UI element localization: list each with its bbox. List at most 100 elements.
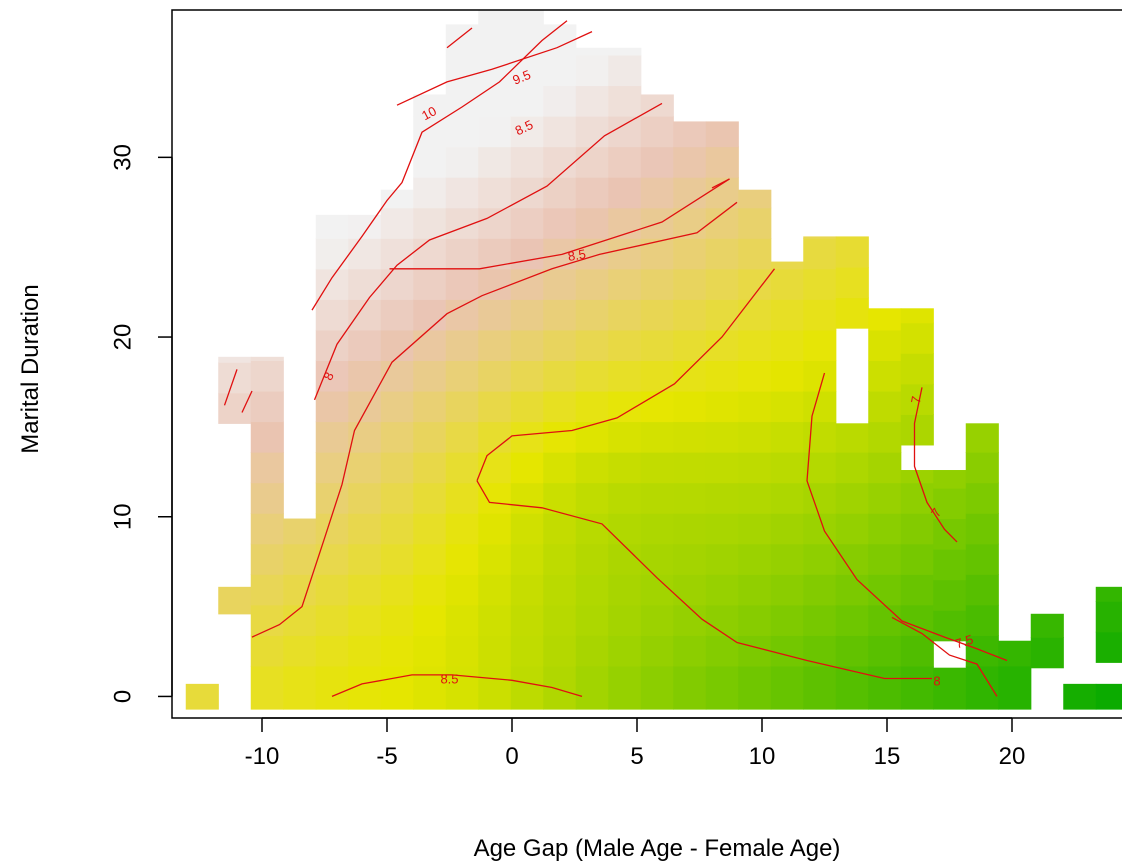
heatmap-cell [510,10,544,25]
x-tick-label: -10 [245,743,280,770]
heatmap-cell [608,513,642,545]
heatmap-cell [900,322,934,354]
heatmap-cell [705,238,739,270]
heatmap-cell [510,574,544,606]
heatmap-cell [478,207,512,239]
heatmap-cell [413,665,447,710]
heatmap-cell [445,85,479,117]
heatmap-cell [348,482,382,514]
heatmap-cell [315,238,349,270]
heatmap-cell [575,421,609,453]
heatmap-cell [1030,637,1064,669]
heatmap-cell [868,360,902,392]
heatmap-cell [380,189,414,209]
heatmap-cell [510,421,544,453]
heatmap-cell [640,574,674,606]
heatmap-cell [738,299,772,331]
heatmap-cell [705,268,739,300]
heatmap-cell [250,543,284,575]
heatmap-cell [900,414,934,446]
heatmap-cell [1030,613,1064,638]
heatmap-cell [900,482,934,514]
heatmap-cell [608,47,642,56]
heatmap-cell [510,452,544,484]
heatmap-cell [250,421,284,453]
heatmap-cell [543,604,577,636]
heatmap-cell [413,360,447,392]
heatmap-cell [445,482,479,514]
heatmap-cell [380,360,414,392]
heatmap-cell [673,146,707,178]
heatmap-cell [315,574,349,606]
heatmap-cell [705,121,739,148]
heatmap-cell [575,116,609,148]
heatmap-cell [348,238,382,270]
heatmap-cell [803,238,837,270]
heatmap-cell [738,360,772,392]
heatmap-cell [640,146,674,178]
heatmap-cell [608,635,642,667]
heatmap-cell [868,329,902,362]
heatmap-cell [315,299,349,331]
heatmap-cell [283,635,317,667]
heatmap-cell [868,482,902,514]
heatmap-cell [803,574,837,606]
heatmap-cell [608,268,642,300]
heatmap-cell [478,635,512,667]
heatmap-cell [315,482,349,514]
heatmap-cell [868,574,902,606]
heatmap-cell [478,116,512,148]
heatmap-cell [803,390,837,423]
heatmap-cell [640,452,674,484]
heatmap-cell [900,308,934,324]
heatmap-cell [835,297,869,329]
heatmap-cell [478,177,512,209]
heatmap-cell [315,604,349,636]
heatmap-cell [543,177,577,209]
heatmap-cell [510,299,544,331]
heatmap-cell [705,207,739,239]
heatmap-cell [575,177,609,209]
heatmap-cell [380,665,414,710]
heatmap-cell [478,390,512,423]
heatmap-cell [283,543,317,575]
heatmap-cell [445,24,479,56]
contour-lines [223,20,1008,698]
heatmap-cell [608,452,642,484]
heatmap-cell [348,604,382,636]
heatmap-cell [673,635,707,667]
heatmap-cell [413,268,447,300]
heatmap-cell [738,390,772,423]
heatmap-cell [933,487,967,520]
heatmap-cell [673,177,707,209]
heatmap-cell [673,390,707,423]
heatmap-cell [705,360,739,392]
heatmap-cell [445,146,479,178]
contour-line [806,372,1008,662]
heatmap-cell [445,390,479,423]
heatmap-cell [705,329,739,362]
heatmap-cell [478,604,512,636]
heatmap-cell [770,604,804,636]
contour-label: 8 [933,673,940,688]
heatmap-cell [770,482,804,514]
heatmap-cell [283,518,317,545]
heatmap-cell [478,665,512,710]
contour-line [313,102,663,401]
heatmap-cell [738,513,772,545]
heatmap-cell [478,513,512,545]
heatmap-cell [640,421,674,453]
heatmap-cell [510,207,544,239]
heatmap-cell [705,604,739,636]
x-tick-label: -5 [376,743,397,770]
y-tick-label: 20 [109,324,136,351]
heatmap-cell [413,146,447,178]
heatmap-cell [575,604,609,636]
heatmap-cell [218,356,252,363]
heatmap-cell [413,452,447,484]
heatmap-cell [413,421,447,453]
heatmap-cell [413,482,447,514]
contour-line [331,674,583,698]
heatmap-cell [445,665,479,710]
heatmap-cell [413,543,447,575]
